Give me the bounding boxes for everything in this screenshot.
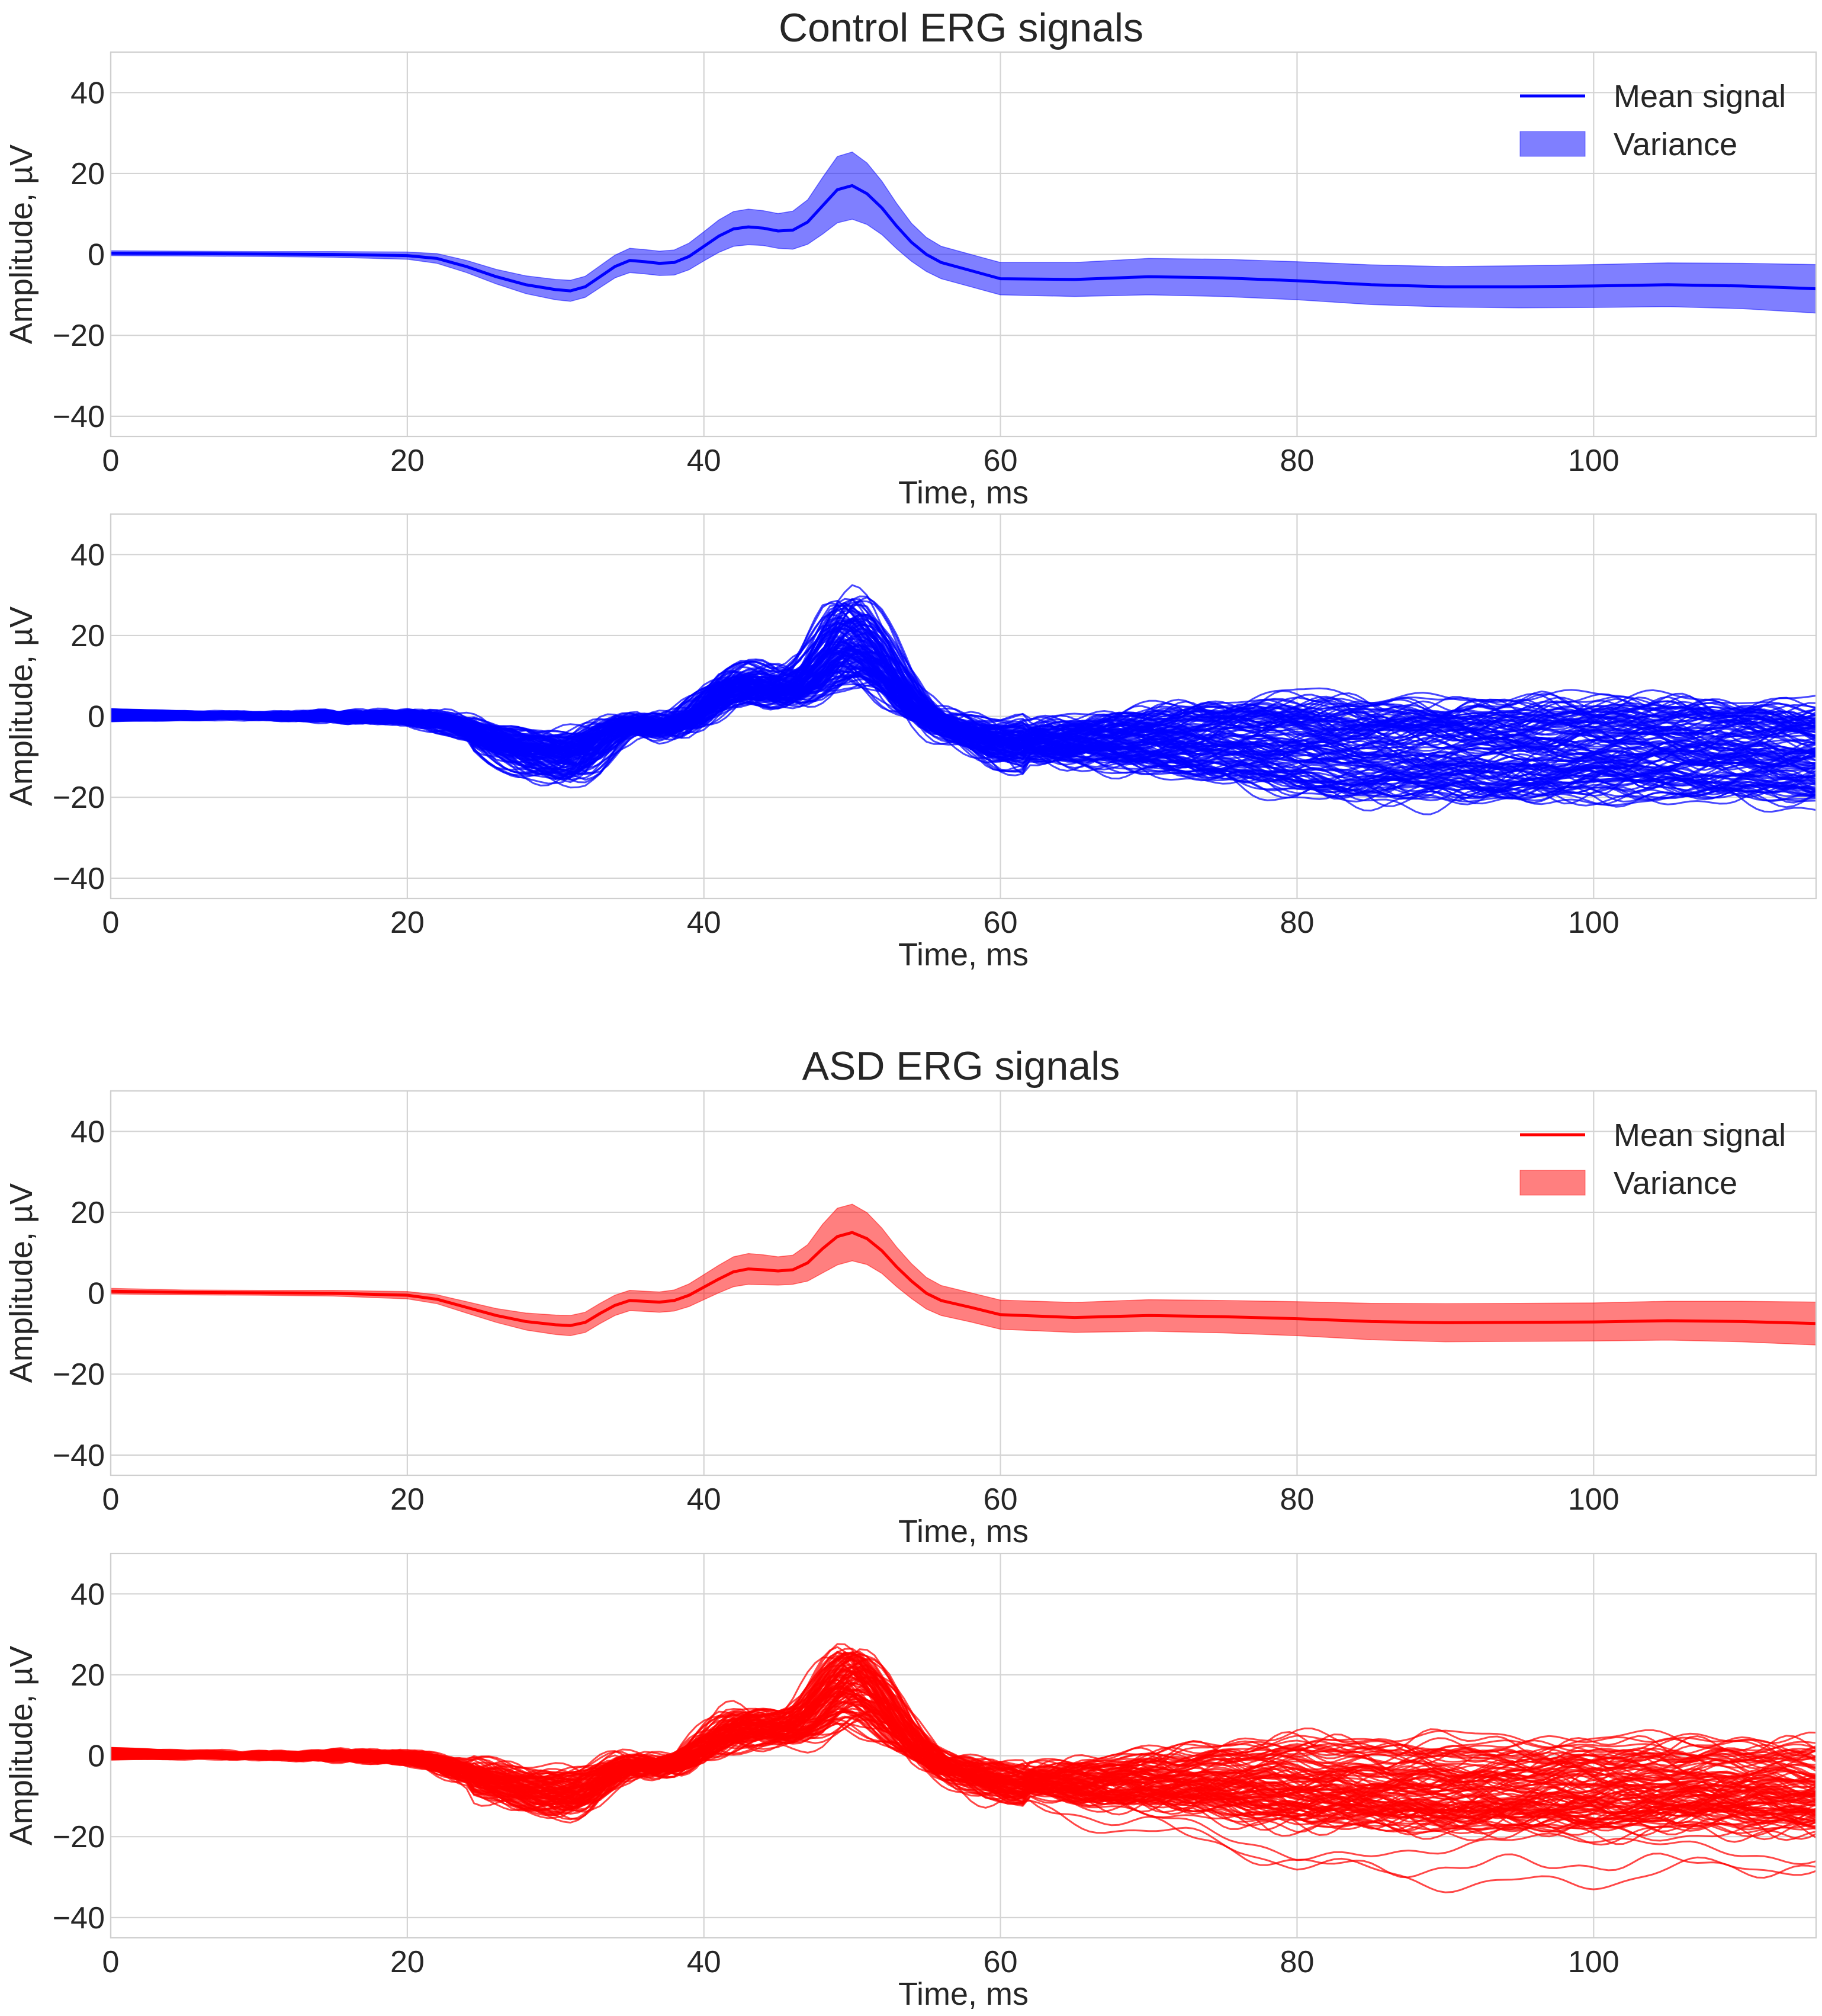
plot-area: [110, 584, 1817, 816]
signal-trace: [110, 624, 1817, 765]
legend-band-swatch: [1519, 131, 1586, 157]
y-tick-label: 20: [70, 1196, 105, 1230]
x-tick-label: 20: [390, 1945, 425, 1979]
x-tick-label: 80: [1280, 906, 1315, 940]
x-tick-label: 0: [102, 444, 120, 478]
y-tick-label: −20: [53, 781, 105, 815]
signal-trace: [111, 1669, 1817, 1811]
x-tick-label: 60: [984, 1482, 1018, 1517]
variance-band: [110, 1203, 1817, 1346]
plot-frame: [110, 1090, 1817, 1476]
panel-control-mean: 0 20 40 60 80 100 −40 −20 0 20 40 Time, ms Amplitude…: [4, 51, 1817, 511]
y-tick-label: 40: [70, 1577, 105, 1611]
y-tick-label: 0: [88, 1277, 105, 1311]
y-tick-label: 20: [70, 619, 105, 653]
y-tick-label: 40: [70, 538, 105, 572]
y-axis-label: Amplitude, µV: [4, 1183, 39, 1383]
signal-trace: [110, 621, 1817, 770]
signal-trace: [110, 1652, 1817, 1830]
y-tick-label: 20: [70, 1658, 105, 1693]
x-tick-label: 100: [1568, 1482, 1619, 1517]
plot-area: [110, 1203, 1817, 1346]
variance-band: [110, 151, 1817, 314]
x-tick-label: 20: [390, 444, 425, 478]
x-tick-label: 60: [984, 444, 1018, 478]
x-tick-label: 0: [102, 906, 120, 940]
y-tick-label: −40: [53, 1439, 105, 1473]
signal-trace: [110, 1687, 1817, 1806]
plot-frame: [110, 513, 1817, 900]
y-axis-label: Amplitude, µV: [4, 606, 39, 806]
y-tick-label: 0: [88, 238, 105, 272]
signal-trace: [110, 1655, 1817, 1833]
legend-label-mean: Mean signal: [1614, 79, 1786, 114]
legend-label-mean: Mean signal: [1614, 1118, 1786, 1153]
signal-trace: [110, 624, 1817, 768]
legend-label-variance: Variance: [1614, 127, 1737, 162]
x-tick-label: 40: [687, 444, 721, 478]
y-tick-label: −40: [53, 1901, 105, 1935]
x-tick-label: 0: [102, 1945, 120, 1979]
signal-trace: [110, 667, 1817, 787]
x-tick-label: 0: [102, 1482, 120, 1517]
y-tick-label: 0: [88, 700, 105, 734]
x-tick-label: 80: [1280, 1482, 1315, 1517]
x-tick-label: 60: [984, 1945, 1018, 1979]
mean-signal-line: [110, 1231, 1817, 1327]
x-tick-label: 40: [687, 1482, 721, 1517]
x-axis-label: Time, ms: [898, 475, 1029, 511]
y-tick-label: −20: [53, 1820, 105, 1854]
signal-trace: [110, 609, 1817, 784]
y-tick-label: −20: [53, 1357, 105, 1392]
y-axis-label: Amplitude, µV: [4, 1646, 39, 1845]
y-tick-label: 0: [88, 1739, 105, 1774]
x-tick-label: 40: [687, 1945, 721, 1979]
panel-control-traces: 0 20 40 60 80 100 −40 −20 0 20 40 Time, ms Amplitude…: [4, 513, 1817, 972]
x-tick-label: 100: [1568, 1945, 1619, 1979]
signal-trace: [110, 1653, 1817, 1828]
legend: Mean signal Variance: [1519, 1118, 1786, 1201]
x-tick-label: 20: [390, 1482, 425, 1517]
signal-trace: [110, 1681, 1817, 1794]
legend: Mean signal Variance: [1519, 79, 1786, 162]
y-tick-label: −40: [53, 400, 105, 434]
x-tick-label: 100: [1568, 906, 1619, 940]
y-tick-label: 20: [70, 157, 105, 191]
signal-trace: [110, 624, 1817, 782]
panel-asd-mean: 0 20 40 60 80 100 −40 −20 0 20 40 Time, ms Amplitude…: [4, 1090, 1817, 1549]
signal-trace: [111, 655, 1817, 757]
legend-band-swatch: [1519, 1170, 1586, 1196]
signal-trace: [111, 1658, 1817, 1828]
legend-label-variance: Variance: [1614, 1166, 1737, 1201]
plot-frame: [110, 1552, 1817, 1939]
x-tick-label: 40: [687, 906, 721, 940]
control-figure-title: Control ERG signals: [779, 5, 1143, 50]
asd-figure-title: ASD ERG signals: [802, 1044, 1120, 1089]
signal-trace: [110, 618, 1817, 766]
y-axis-label: Amplitude, µV: [4, 145, 39, 344]
x-axis-label: Time, ms: [898, 1976, 1029, 2012]
plot-frame: [110, 51, 1817, 438]
panel-asd-traces: 0 20 40 60 80 100 −40 −20 0 20 40 Time, ms Amplitude…: [4, 1552, 1817, 2012]
x-tick-label: 20: [390, 906, 425, 940]
x-tick-label: 80: [1280, 1945, 1315, 1979]
signal-trace: [110, 602, 1817, 787]
plot-area: [110, 151, 1817, 314]
x-tick-label: 80: [1280, 444, 1315, 478]
x-tick-label: 100: [1568, 444, 1619, 478]
mean-signal-line: [110, 184, 1817, 293]
x-tick-label: 60: [984, 906, 1018, 940]
y-tick-label: 40: [70, 1115, 105, 1149]
y-tick-label: −20: [53, 319, 105, 353]
signal-trace: [110, 1685, 1817, 1834]
x-axis-label: Time, ms: [898, 937, 1029, 972]
plot-area: [110, 1643, 1817, 1893]
y-tick-label: 40: [70, 76, 105, 110]
x-axis-label: Time, ms: [898, 1514, 1029, 1549]
y-tick-label: −40: [53, 862, 105, 896]
